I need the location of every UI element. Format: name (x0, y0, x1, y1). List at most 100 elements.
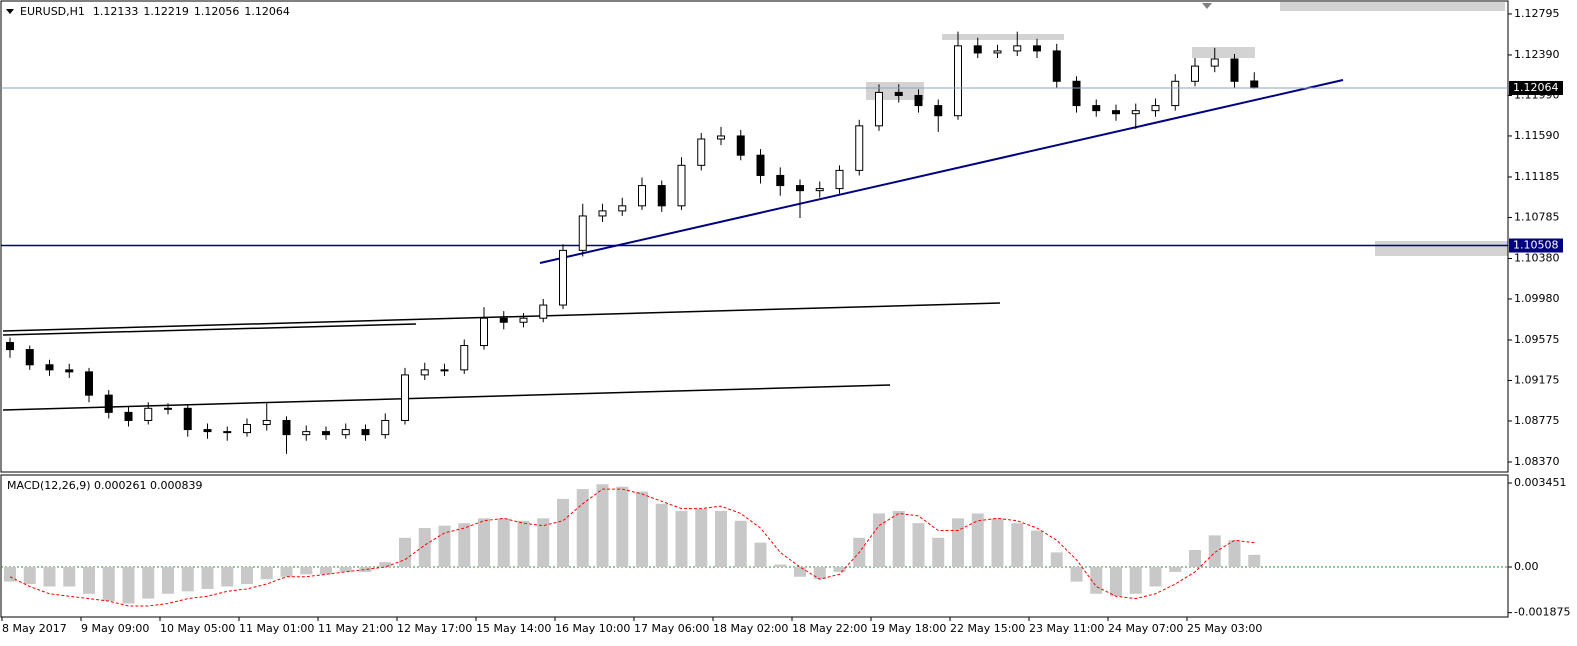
candle-body (322, 431, 330, 436)
candle-body (302, 431, 311, 436)
trend-line (2, 384, 891, 411)
macd-bar (221, 567, 234, 587)
x-tick-label: 11 May 01:00 (239, 622, 314, 635)
header: EURUSD,H1 1.12133 1.12219 1.12056 1.12064 (20, 5, 290, 18)
macd-bar (83, 567, 95, 594)
level-label-box (1509, 238, 1563, 253)
candle-body (697, 138, 706, 166)
zone (942, 34, 1064, 40)
macd-bar (142, 567, 155, 599)
y-tick-label: 1.12795 (1514, 7, 1560, 20)
x-tick-label: 16 May 10:00 (555, 622, 630, 635)
candle-body (1112, 110, 1120, 115)
x-tick-label: 25 May 03:00 (1187, 622, 1262, 635)
candle-body (973, 45, 982, 54)
candle-body (1092, 105, 1101, 112)
macd-title: MACD(12,26,9) 0.000261 0.000839 (7, 479, 203, 492)
macd-bar (991, 518, 1004, 568)
candle-body (815, 188, 824, 192)
candle-body (578, 215, 587, 251)
macd-bar (833, 567, 846, 572)
candle-body (1230, 58, 1239, 82)
candle-body (677, 164, 686, 207)
x-tick-label: 10 May 05:00 (160, 622, 235, 635)
x-tick-label: 24 May 07:00 (1108, 622, 1183, 635)
macd-bar (576, 489, 589, 568)
price-label-box (1509, 80, 1563, 95)
symbol: EURUSD,H1 (20, 5, 85, 18)
zone (1280, 2, 1505, 11)
macd-bar (162, 567, 174, 594)
macd-bar (517, 520, 530, 568)
macd-bar (892, 511, 905, 568)
macd-bar (1011, 523, 1024, 568)
macd-bar (1248, 554, 1261, 568)
macd-bar (458, 523, 471, 568)
candle-body (638, 185, 646, 207)
macd-bar (359, 567, 372, 572)
macd-bar (952, 518, 964, 568)
candle-body (341, 429, 350, 436)
macd-bar (1070, 567, 1083, 582)
macd-bar (339, 567, 352, 572)
candle-body (104, 394, 113, 413)
candle-body (914, 94, 923, 107)
trend-line (539, 79, 1344, 264)
candle-body (262, 419, 271, 426)
candle-body (460, 345, 469, 371)
macd-bar (774, 564, 787, 568)
candle-body (1072, 80, 1081, 107)
candle-body (144, 407, 153, 421)
macd-bar (1228, 540, 1241, 568)
candle-body (657, 185, 666, 207)
macd-bar (280, 567, 293, 577)
macd-bar (655, 503, 668, 568)
candle-body (381, 419, 390, 436)
macd-bar (201, 567, 214, 589)
candle-body (559, 249, 567, 306)
macd-bar (1189, 549, 1201, 568)
candle-body (1131, 110, 1140, 115)
macd-bar (636, 491, 648, 568)
candle-body (1052, 50, 1061, 82)
y-tick-label: 1.12390 (1514, 48, 1560, 61)
macd-bar (181, 567, 194, 592)
macd-bar (1050, 552, 1063, 568)
candle-body (124, 411, 133, 421)
macd-bar (794, 567, 806, 577)
macd-bar (4, 567, 16, 582)
macd-bar (43, 567, 56, 587)
macd-panel (0, 474, 1509, 618)
macd-bar (399, 537, 411, 568)
candle-body (993, 50, 1002, 54)
y-tick-label: 1.10380 (1514, 251, 1560, 264)
macd-bar (813, 567, 826, 580)
x-tick-label: 18 May 22:00 (792, 622, 867, 635)
x-tick-label: 9 May 09:00 (81, 622, 149, 635)
candle-body (835, 169, 844, 190)
x-tick-label: 22 May 15:00 (950, 622, 1025, 635)
x-tick-label: 18 May 02:00 (713, 622, 788, 635)
candle-body (1033, 45, 1041, 52)
zone (1192, 47, 1255, 58)
candle-body (954, 45, 962, 117)
macd-bar (63, 567, 76, 587)
macd-bar (715, 511, 727, 568)
y-tick-label: 1.11185 (1514, 170, 1560, 183)
macd-bar (478, 518, 490, 568)
y-tick-label: 0.00 (1514, 560, 1539, 573)
x-tick-label: 15 May 14:00 (476, 622, 551, 635)
candle-body (203, 429, 212, 433)
macd-bar (241, 567, 253, 585)
candle-body (598, 210, 607, 217)
signal-line (9, 488, 1255, 607)
y-tick-label: 1.10785 (1514, 210, 1560, 223)
candle-body (183, 407, 192, 431)
trend-line (2, 323, 417, 336)
candle-body (1151, 105, 1160, 112)
y-tick-label: 1.11590 (1514, 129, 1560, 142)
x-tick-label: 23 May 11:00 (1029, 622, 1104, 635)
header-arrow (6, 9, 14, 14)
drawings (2, 2, 1508, 411)
